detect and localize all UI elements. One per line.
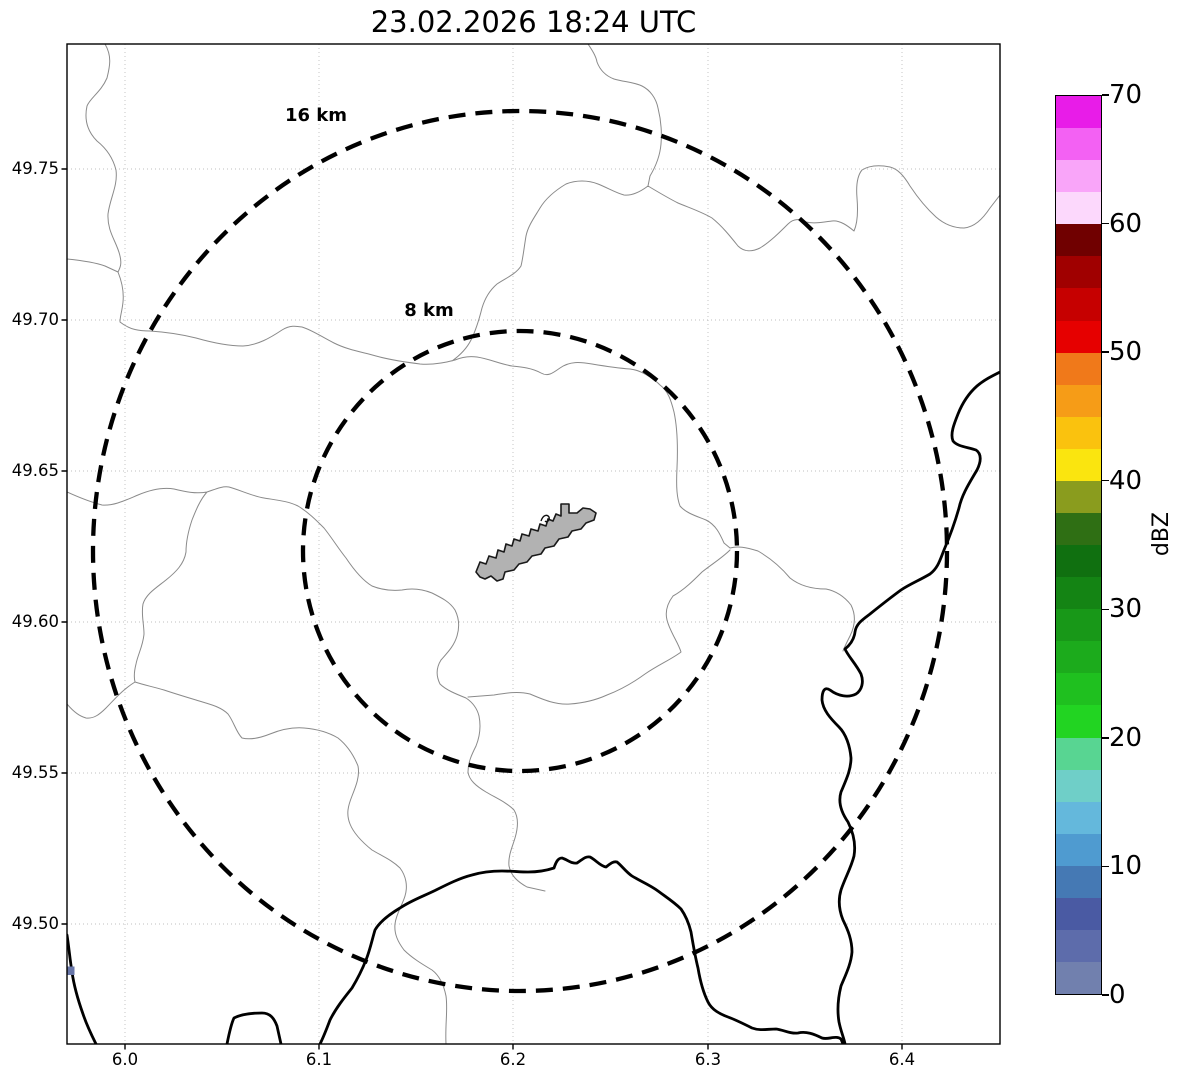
colorbar-band <box>1056 737 1101 770</box>
colorbar-tick-label: 70 <box>1109 80 1143 110</box>
colorbar-bands <box>1056 96 1101 995</box>
colorbar-band <box>1056 865 1101 898</box>
colorbar-band <box>1056 480 1101 514</box>
country-border-east <box>820 370 1000 1044</box>
y-tick-label: 49.70 <box>11 310 59 329</box>
colorbar-title: dBZ <box>1149 512 1174 557</box>
x-tick-label: 6.2 <box>499 1050 527 1069</box>
axis-tick-marks <box>61 168 903 1050</box>
range-ring-16km <box>90 108 950 994</box>
radar-echo-pixel <box>67 966 75 975</box>
colorbar-tick-label: 30 <box>1109 594 1143 624</box>
airport-detail-squiggle <box>540 514 550 523</box>
colorbar-band <box>1056 288 1101 321</box>
map-frame <box>66 43 1001 1045</box>
y-tick-label: 49.75 <box>11 159 59 178</box>
colorbar-tick-label: 50 <box>1109 337 1143 367</box>
colorbar <box>1055 95 1102 995</box>
colorbar-band <box>1056 448 1101 481</box>
colorbar-band <box>1056 577 1101 610</box>
colorbar-band <box>1056 833 1101 866</box>
colorbar-band <box>1056 192 1101 225</box>
colorbar-band <box>1056 962 1101 995</box>
y-tick-label: 49.60 <box>11 612 59 631</box>
country-border-south <box>67 855 845 1044</box>
admin-boundary-lines <box>67 44 1000 1044</box>
colorbar-tick-mark <box>1102 94 1109 96</box>
colorbar-band <box>1056 641 1101 674</box>
colorbar-band <box>1056 320 1101 353</box>
ring-label-8km: 8 km <box>404 300 454 321</box>
colorbar-tick-mark <box>1102 479 1109 482</box>
colorbar-tick-label: 0 <box>1109 980 1126 1010</box>
colorbar-band <box>1056 705 1101 738</box>
colorbar-band <box>1056 897 1101 931</box>
colorbar-tick-label: 10 <box>1109 851 1143 881</box>
x-tick-label: 6.1 <box>305 1050 333 1069</box>
x-tick-label: 6.3 <box>694 1050 722 1069</box>
y-tick-label: 49.55 <box>11 763 59 782</box>
colorbar-band <box>1056 513 1101 546</box>
x-tick-label: 6.0 <box>111 1050 139 1069</box>
plot-title: 23.02.2026 18:24 UTC <box>370 5 697 39</box>
colorbar-band <box>1056 673 1101 706</box>
colorbar-tick-label: 20 <box>1109 723 1143 753</box>
colorbar-band <box>1056 545 1101 578</box>
y-tick-label: 49.65 <box>11 461 59 480</box>
colorbar-band <box>1056 416 1101 449</box>
ring-label-16km: 16 km <box>284 105 348 126</box>
colorbar-band <box>1056 352 1101 385</box>
colorbar-band <box>1056 384 1101 417</box>
colorbar-tick-mark <box>1102 608 1109 611</box>
colorbar-tick-label: 40 <box>1109 466 1143 496</box>
colorbar-band <box>1056 160 1101 193</box>
colorbar-tick-mark <box>1102 222 1109 225</box>
colorbar-tick-mark <box>1102 737 1109 739</box>
colorbar-band <box>1056 256 1101 289</box>
colorbar-band <box>1056 801 1101 834</box>
colorbar-tick-mark <box>1102 865 1109 868</box>
colorbar-band <box>1056 769 1101 802</box>
colorbar-band <box>1056 609 1101 642</box>
colorbar-tick-mark <box>1102 351 1109 353</box>
range-ring-8km <box>300 328 740 774</box>
x-tick-label: 6.4 <box>888 1050 916 1069</box>
colorbar-band <box>1056 128 1101 161</box>
colorbar-tick-mark <box>1102 994 1109 996</box>
colorbar-band <box>1056 930 1101 963</box>
colorbar-band <box>1056 224 1101 257</box>
colorbar-tick-label: 60 <box>1109 209 1143 239</box>
airport-polygon <box>475 503 597 582</box>
colorbar-band <box>1056 96 1101 129</box>
y-tick-label: 49.50 <box>11 914 59 933</box>
